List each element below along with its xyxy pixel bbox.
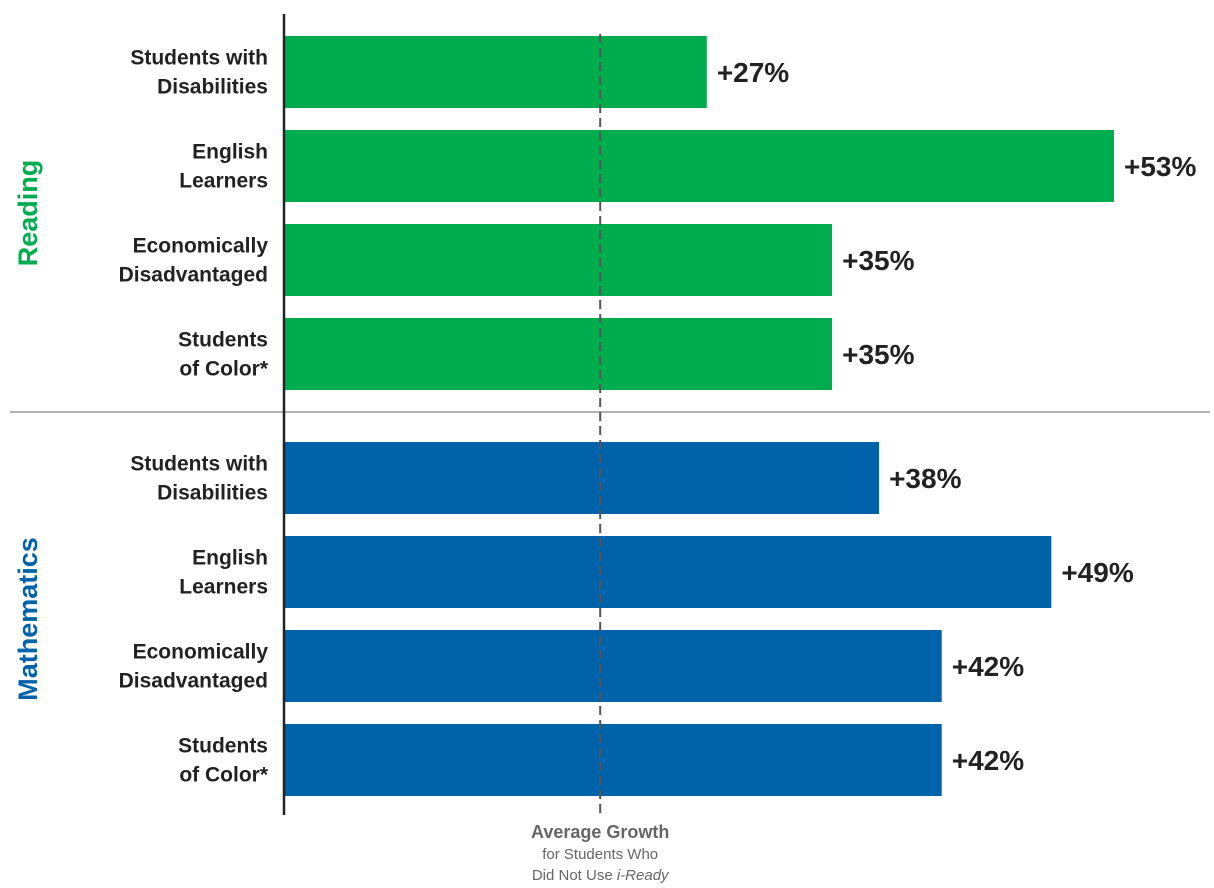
mathematics-category-label-2-line-1: English bbox=[192, 547, 268, 570]
iready-product-name: i-Ready bbox=[617, 867, 670, 884]
reading-bar-3 bbox=[284, 224, 833, 296]
reading-category-label-1: Students with Disabilities bbox=[130, 47, 268, 99]
mathematics-category-label-1: Students with Disabilities bbox=[130, 453, 268, 505]
mathematics-category-label-3: Economically Disadvantaged bbox=[119, 641, 269, 693]
reading-bar-4 bbox=[284, 318, 833, 390]
mathematics-value-label-2: +49% bbox=[1061, 557, 1133, 588]
mathematics-category-label-3-line-1: Economically bbox=[133, 641, 269, 664]
reading-category-label-4-line-1: Students bbox=[178, 329, 268, 352]
mathematics-value-label-4: +42% bbox=[952, 745, 1024, 776]
mathematics-category-label-4: Students of Color* bbox=[178, 735, 269, 787]
reading-value-label-4: +35% bbox=[842, 339, 914, 370]
reading-group-label: Reading bbox=[13, 160, 43, 267]
mathematics-category-label-1-line-2: Disabilities bbox=[157, 482, 268, 505]
mathematics-group-label: Mathematics bbox=[13, 537, 43, 701]
mathematics-bar-1 bbox=[284, 442, 880, 514]
reading-value-label-1: +27% bbox=[717, 57, 789, 88]
reading-category-label-4-line-2: of Color* bbox=[179, 358, 268, 381]
reading-value-label-3: +35% bbox=[842, 245, 914, 276]
reading-category-label-1-line-2: Disabilities bbox=[157, 76, 268, 99]
bars-layer bbox=[284, 36, 1114, 796]
reference-line-title: Average Growth bbox=[531, 822, 669, 842]
mathematics-bar-3 bbox=[284, 630, 942, 702]
reading-category-label-2: English Learners bbox=[179, 141, 268, 193]
reference-line-subtitle: for Students Who bbox=[542, 846, 658, 863]
mathematics-category-label-1-line-1: Students with bbox=[130, 453, 268, 476]
mathematics-value-label-3: +42% bbox=[952, 651, 1024, 682]
mathematics-category-label-3-line-2: Disadvantaged bbox=[119, 670, 268, 693]
reading-bar-1 bbox=[284, 36, 707, 108]
reference-line-subtitle-2: Did Not Use i-Ready bbox=[532, 867, 670, 884]
mathematics-value-label-1: +38% bbox=[889, 463, 961, 494]
mathematics-bar-4 bbox=[284, 724, 942, 796]
mathematics-category-label-2-line-2: Learners bbox=[179, 576, 268, 599]
reading-category-label-3-line-1: Economically bbox=[133, 235, 269, 258]
mathematics-category-label-4-line-1: Students bbox=[178, 735, 268, 758]
labels-layer: +27% Students with Disabilities +53% English… bbox=[13, 47, 1196, 787]
reference-line-subtitle-2-text: Did Not Use bbox=[532, 867, 617, 884]
reading-value-label-2: +53% bbox=[1124, 151, 1196, 182]
reading-category-label-3: Economically Disadvantaged bbox=[119, 235, 269, 287]
reading-category-label-1-line-1: Students with bbox=[130, 47, 268, 70]
reading-category-label-3-line-2: Disadvantaged bbox=[119, 264, 268, 287]
reading-category-label-2-line-2: Learners bbox=[179, 170, 268, 193]
mathematics-category-label-2: English Learners bbox=[179, 547, 268, 599]
reading-category-label-2-line-1: English bbox=[192, 141, 268, 164]
reading-category-label-4: Students of Color* bbox=[178, 329, 269, 381]
reading-bar-2 bbox=[284, 130, 1114, 202]
mathematics-bar-2 bbox=[284, 536, 1052, 608]
mathematics-category-label-4-line-2: of Color* bbox=[179, 764, 268, 787]
